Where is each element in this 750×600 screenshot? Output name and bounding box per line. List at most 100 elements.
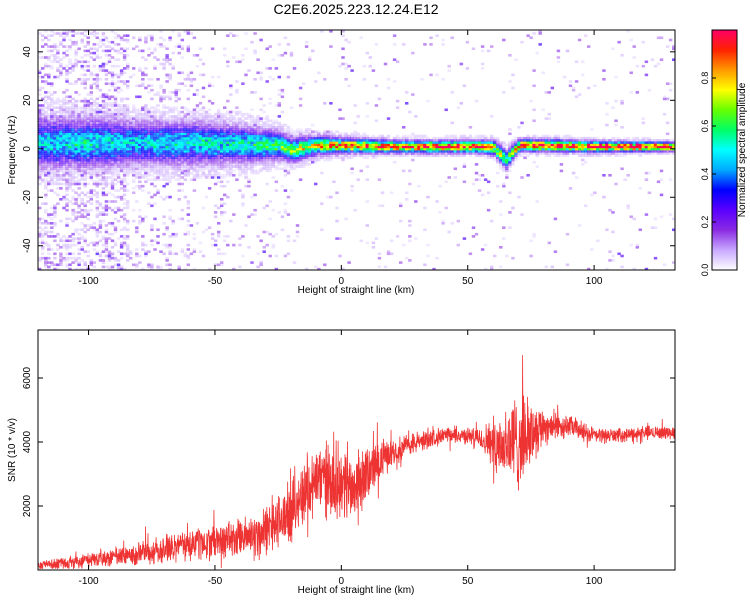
spectrogram-cell bbox=[74, 49, 78, 53]
spectrogram-cell bbox=[74, 165, 78, 168]
spectrogram-cell bbox=[223, 211, 227, 214]
spectrogram-cell bbox=[150, 243, 154, 247]
spectrogram-cell bbox=[177, 112, 181, 116]
spectrogram-cell bbox=[113, 36, 118, 40]
spectrogram-cell bbox=[68, 95, 72, 99]
spectrogram-cell bbox=[356, 154, 360, 157]
spectrogram-cell bbox=[177, 169, 181, 173]
spectrogram-cell bbox=[271, 119, 276, 123]
spectrogram-cell bbox=[126, 222, 130, 225]
spectrogram-cell bbox=[180, 250, 185, 253]
spectrogram-cell bbox=[44, 112, 48, 116]
spectrogram-cell bbox=[92, 30, 97, 33]
spectrogram-cell bbox=[220, 165, 224, 168]
spectrogram-cell bbox=[162, 167, 166, 171]
spectrogram-cell bbox=[289, 160, 294, 164]
spectrogram-cell bbox=[238, 126, 242, 129]
spectrogram-cell bbox=[150, 143, 154, 147]
spectrogram-cell bbox=[113, 141, 118, 144]
spectrogram-cell bbox=[341, 267, 345, 270]
spectrogram-cell bbox=[107, 267, 112, 270]
spectrogram-cell bbox=[365, 139, 370, 142]
spectrogram-cell bbox=[113, 132, 118, 136]
spectrogram-cell bbox=[490, 45, 494, 48]
spectrogram-cell bbox=[50, 248, 54, 251]
spectrogram-cell bbox=[147, 78, 151, 81]
spectrogram-cell bbox=[147, 265, 151, 269]
spectrogram-cell bbox=[104, 182, 109, 186]
spectrogram-cell bbox=[101, 130, 106, 133]
spectrogram-cell bbox=[86, 169, 90, 173]
spectrogram-cell bbox=[122, 215, 127, 219]
spectrogram-cell bbox=[83, 99, 87, 103]
spectrogram-cell bbox=[92, 152, 97, 155]
spectrogram-cell bbox=[41, 110, 45, 114]
spectrogram-cell bbox=[304, 158, 309, 162]
spectrogram-cell bbox=[229, 158, 233, 162]
spectrogram-cell bbox=[113, 121, 118, 125]
spectrogram-cell bbox=[244, 130, 248, 133]
spectrogram-cell bbox=[283, 141, 288, 144]
spectrogram-cell bbox=[207, 136, 212, 140]
spectrogram-cell bbox=[235, 158, 239, 162]
spectrogram-cell bbox=[490, 134, 494, 138]
spectrogram-cell bbox=[350, 147, 354, 151]
spectrogram-cell bbox=[47, 152, 51, 155]
spectrogram-cell bbox=[44, 139, 48, 142]
spectrogram-cell bbox=[459, 152, 464, 155]
spectrogram-cell bbox=[107, 126, 112, 129]
spectrogram-cell bbox=[65, 136, 69, 140]
spectrogram-cell bbox=[144, 104, 148, 107]
spectrogram-cell bbox=[65, 237, 69, 240]
spectrogram-cell bbox=[323, 139, 327, 142]
spectrogram-cell bbox=[195, 121, 200, 125]
spectrogram-cell bbox=[493, 136, 497, 140]
spectrogram-cell bbox=[38, 174, 42, 177]
spectrogram-cell bbox=[447, 134, 451, 138]
spectrogram-cell bbox=[480, 134, 485, 138]
spectrogram-cell bbox=[180, 171, 185, 175]
spectrogram-cell bbox=[186, 126, 191, 129]
spectrogram-cell bbox=[229, 93, 233, 96]
spectrogram-cell bbox=[65, 167, 69, 171]
spectrogram-cell bbox=[423, 134, 427, 138]
spectrogram-cell bbox=[171, 156, 175, 160]
spectrogram-cell bbox=[92, 165, 97, 168]
spectrogram-cell bbox=[144, 143, 148, 147]
spectrogram-cell bbox=[359, 147, 363, 151]
spectrogram-cell bbox=[144, 132, 148, 136]
spectrogram-cell bbox=[74, 32, 78, 35]
spectrogram-cell bbox=[101, 152, 106, 155]
spectrogram-cell bbox=[253, 145, 257, 149]
spectrogram-cell bbox=[262, 165, 266, 168]
spectrogram-cell bbox=[490, 147, 494, 151]
spectrogram-cell bbox=[150, 204, 154, 208]
spectrogram-cell bbox=[232, 163, 236, 166]
spectrogram-cell bbox=[89, 51, 94, 55]
spectrogram-cell bbox=[44, 169, 48, 173]
spectrogram-cell bbox=[129, 152, 133, 155]
spectrogram-cell bbox=[408, 136, 412, 140]
spectrogram-cell bbox=[477, 154, 482, 157]
spectrogram-cell bbox=[229, 119, 233, 123]
spectrogram-cell bbox=[98, 230, 103, 234]
spectrogram-cell bbox=[162, 174, 166, 177]
spectrogram-cell bbox=[101, 64, 106, 68]
spectrogram-cell bbox=[62, 110, 66, 114]
spectrogram-cell bbox=[186, 139, 191, 142]
spectrogram-cell bbox=[280, 184, 285, 188]
spectrogram-cell bbox=[220, 167, 224, 171]
spectrogram-cell bbox=[505, 167, 509, 171]
spectrogram-cell bbox=[198, 156, 203, 160]
spectrogram-cell bbox=[156, 126, 160, 129]
spectrogram-cell bbox=[135, 254, 139, 258]
spectrogram-cell bbox=[329, 45, 333, 48]
spectrogram-cell bbox=[183, 254, 188, 258]
spectrogram-cell bbox=[144, 163, 148, 166]
spectrogram-cell bbox=[286, 171, 291, 175]
spectrogram-cell bbox=[447, 141, 451, 144]
spectrogram-cell bbox=[320, 156, 324, 160]
spectrogram-cell bbox=[177, 143, 181, 147]
spectrogram-cell bbox=[95, 115, 100, 118]
spectrogram-cell bbox=[186, 110, 191, 114]
